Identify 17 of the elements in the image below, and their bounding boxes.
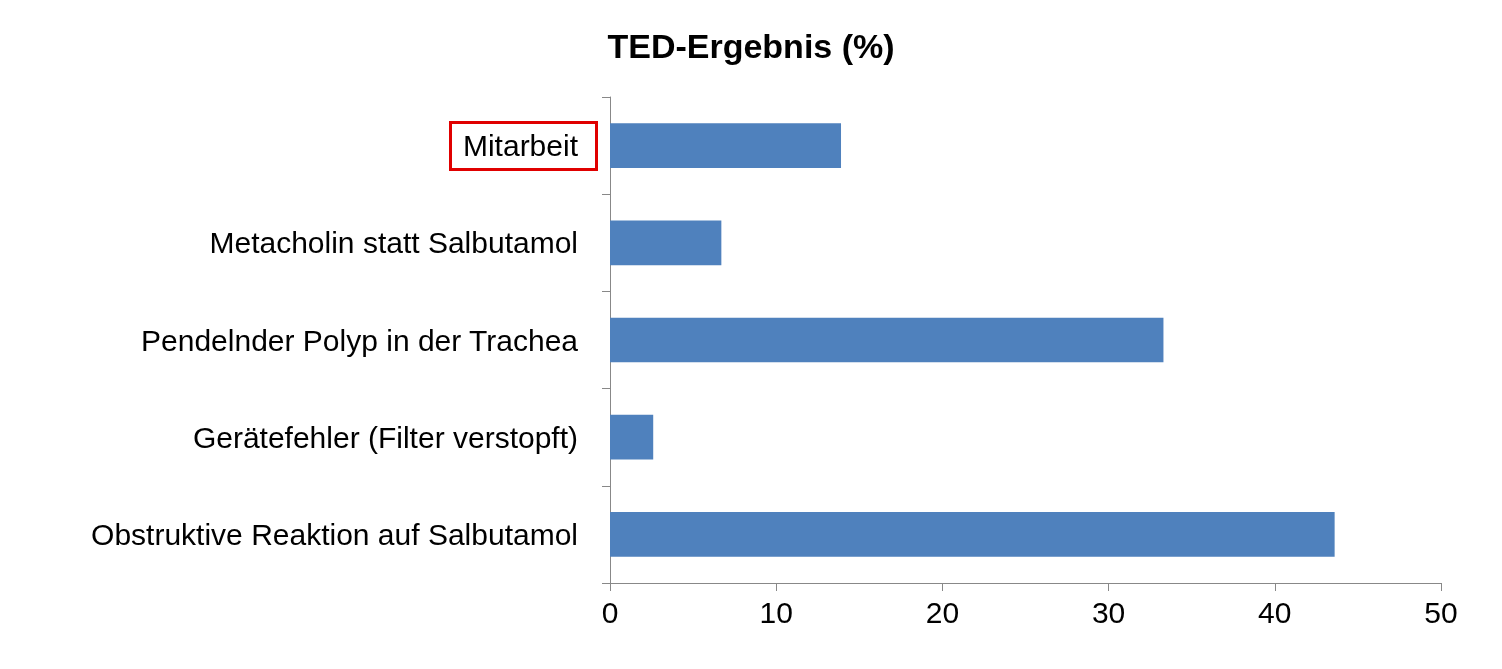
- x-tick-label: 50: [1424, 595, 1458, 629]
- x-tick-label: 30: [1091, 595, 1126, 629]
- bar: [610, 512, 1335, 557]
- x-tick-label: 0: [601, 595, 619, 629]
- bar: [610, 317, 1164, 363]
- bar: [610, 123, 842, 168]
- y-tick-label: Gerätefehler (Filter verstopft): [192, 420, 578, 454]
- y-tick-label: Mitarbeit: [462, 129, 579, 163]
- x-tick-label: 20: [925, 595, 960, 629]
- bar: [610, 414, 654, 460]
- x-tick-label: 40: [1258, 595, 1292, 629]
- chart-title: TED-Ergebnis (%): [607, 27, 895, 65]
- y-tick-label: Pendelnder Polyp in der Trachea: [141, 323, 579, 357]
- x-tick-label: 10: [759, 595, 793, 629]
- bar: [610, 220, 722, 266]
- y-tick-label: Obstruktive Reaktion auf Salbutamol: [91, 517, 578, 551]
- y-tick-label: Metacholin statt Salbutamol: [209, 226, 578, 260]
